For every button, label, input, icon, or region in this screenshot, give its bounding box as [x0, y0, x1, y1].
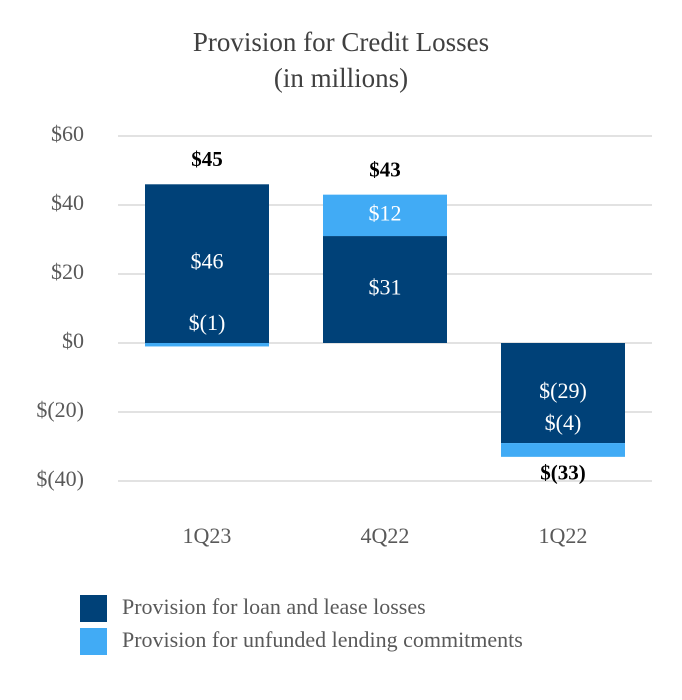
x-tick-label: 1Q22 — [539, 523, 588, 548]
legend-swatch — [80, 595, 107, 622]
y-tick-label: $0 — [62, 328, 84, 353]
total-label: $43 — [369, 157, 401, 181]
value-label: $12 — [369, 200, 402, 225]
value-label: $31 — [369, 275, 402, 300]
legend-label: Provision for unfunded lending commitmen… — [122, 627, 523, 652]
total-label: $(33) — [540, 461, 586, 485]
y-tick-label: $40 — [51, 190, 84, 215]
value-label: $(4) — [545, 410, 582, 435]
y-tick-label: $(20) — [36, 397, 84, 422]
bar-segment — [323, 236, 447, 343]
x-tick-label: 4Q22 — [361, 523, 410, 548]
bar-segment — [323, 194, 447, 237]
bar-segment — [145, 184, 269, 343]
y-tick-label: $(40) — [36, 466, 84, 491]
y-tick-label: $60 — [51, 121, 84, 146]
chart-subtitle: (in millions) — [274, 63, 408, 93]
legend-swatch — [80, 628, 107, 655]
legend-label: Provision for loan and lease losses — [122, 594, 426, 619]
value-label: $(1) — [189, 310, 226, 335]
value-label: $46 — [191, 249, 224, 274]
bar-segment — [501, 343, 625, 444]
value-label: $(29) — [539, 378, 587, 403]
bar-segment — [501, 443, 625, 457]
y-tick-label: $20 — [51, 259, 84, 284]
chart-title: Provision for Credit Losses — [193, 27, 489, 57]
bar-segment — [145, 343, 269, 347]
x-tick-label: 1Q23 — [183, 523, 232, 548]
total-label: $45 — [191, 147, 223, 171]
